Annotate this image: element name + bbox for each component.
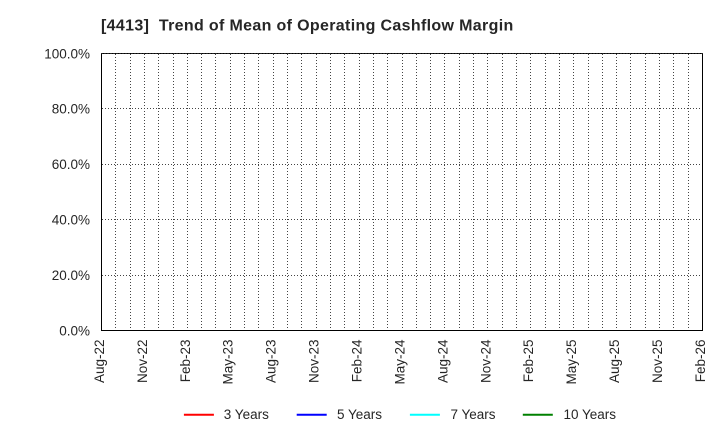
svg-text:10 Years: 10 Years [564, 407, 617, 422]
svg-text:Aug-23: Aug-23 [264, 340, 279, 384]
svg-text:Feb-24: Feb-24 [349, 339, 364, 382]
svg-text:Aug-25: Aug-25 [607, 340, 622, 384]
svg-text:Nov-24: Nov-24 [478, 339, 493, 383]
svg-text:60.0%: 60.0% [52, 157, 90, 172]
svg-text:80.0%: 80.0% [52, 102, 90, 117]
svg-text:Nov-23: Nov-23 [307, 340, 322, 384]
svg-text:Nov-22: Nov-22 [135, 340, 150, 384]
svg-text:Aug-22: Aug-22 [92, 340, 107, 384]
svg-text:Feb-25: Feb-25 [521, 340, 536, 383]
svg-text:5 Years: 5 Years [337, 407, 382, 422]
svg-text:May-24: May-24 [392, 339, 407, 385]
svg-text:May-23: May-23 [221, 340, 236, 385]
svg-text:40.0%: 40.0% [52, 213, 90, 228]
svg-text:7 Years: 7 Years [451, 407, 496, 422]
svg-text:0.0%: 0.0% [59, 323, 90, 338]
svg-text:Feb-26: Feb-26 [693, 340, 708, 383]
svg-text:Nov-25: Nov-25 [650, 340, 665, 384]
svg-text:Feb-23: Feb-23 [178, 340, 193, 383]
svg-text:[4413] Trend of Mean of Opera: [4413] Trend of Mean of Operating Cashfl… [101, 18, 514, 35]
svg-text:Aug-24: Aug-24 [435, 339, 450, 383]
svg-text:3 Years: 3 Years [224, 407, 269, 422]
svg-text:100.0%: 100.0% [44, 46, 90, 61]
svg-text:20.0%: 20.0% [52, 268, 90, 283]
svg-text:May-25: May-25 [564, 340, 579, 385]
